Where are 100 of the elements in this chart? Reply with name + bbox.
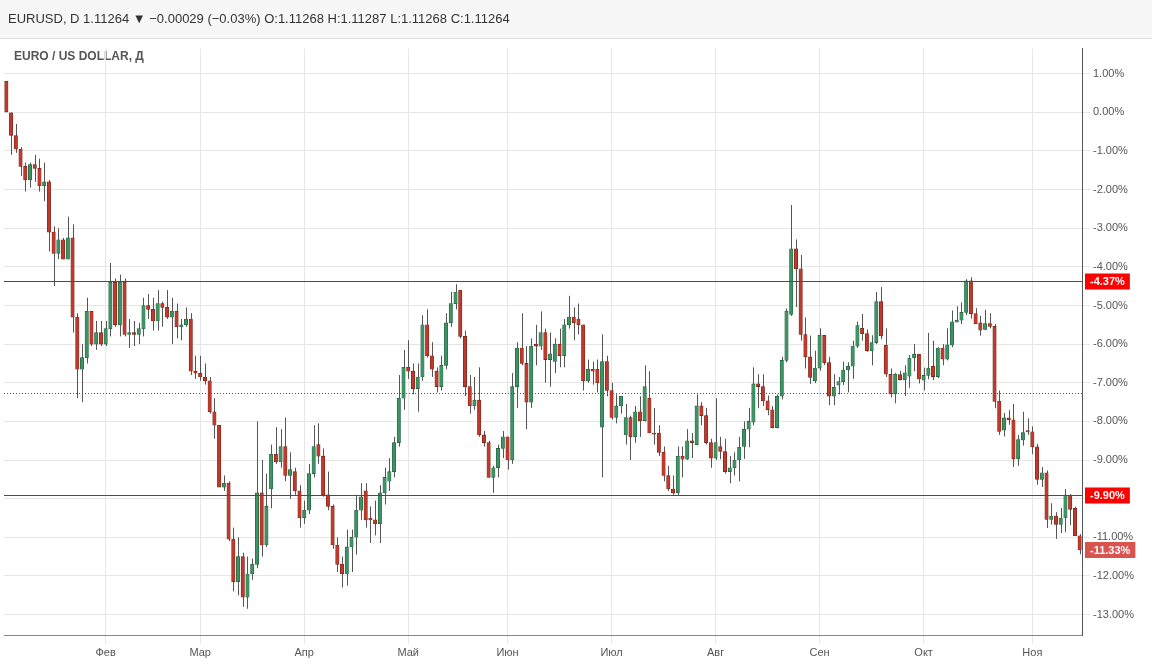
candlestick	[685, 428, 689, 461]
y-tick-label: -11.00%	[1093, 530, 1134, 543]
candlestick	[657, 424, 661, 457]
candlestick	[921, 367, 926, 391]
candlestick	[32, 154, 37, 183]
candlestick	[661, 446, 666, 482]
candlestick	[335, 536, 340, 573]
candlestick	[13, 123, 18, 154]
x-tick-label: Июн	[496, 646, 519, 659]
y-tick-label: 1.00%	[1093, 66, 1125, 79]
candlestick	[869, 334, 874, 366]
x-tick-label: Май	[397, 646, 420, 659]
y-tick-label: -9.00%	[1093, 453, 1129, 466]
candlestick	[500, 430, 505, 459]
candlestick	[831, 373, 836, 406]
candlestick	[472, 376, 477, 411]
candlestick	[9, 111, 14, 156]
candlestick	[552, 337, 557, 374]
candlestick	[666, 465, 671, 492]
candlestick	[98, 320, 103, 347]
x-tick-label: Апр	[294, 646, 314, 659]
candlestick	[585, 359, 590, 384]
candlestick	[628, 415, 633, 461]
candlestick	[941, 343, 944, 366]
candlestick	[415, 362, 420, 413]
y-tick-label: -2.00%	[1093, 182, 1129, 195]
candlestick	[912, 343, 917, 372]
y-tick-label: -3.00%	[1093, 221, 1129, 234]
x-tick-label: Фев	[95, 646, 116, 659]
candlestick	[727, 455, 732, 484]
candlestick	[1064, 488, 1067, 533]
candlestick	[373, 500, 378, 536]
candlestick	[273, 426, 278, 465]
candlestick	[387, 457, 392, 492]
candlestick	[169, 297, 174, 345]
candlestick	[160, 301, 165, 328]
candlestick	[146, 293, 151, 320]
y-tick-label: 0.00%	[1093, 105, 1125, 118]
y-tick-label: -1.00%	[1093, 144, 1129, 156]
candlestick	[708, 438, 713, 469]
candlestick	[699, 401, 704, 426]
candlestick	[325, 471, 330, 511]
candlestick	[1049, 502, 1054, 526]
candlestick	[808, 335, 812, 385]
candlestick	[713, 397, 718, 461]
candlestick	[350, 529, 353, 573]
candlestick	[368, 505, 373, 544]
candlestick	[42, 162, 47, 202]
candlestick	[680, 446, 685, 478]
candlestick	[141, 297, 146, 337]
y-tick-label: -8.00%	[1093, 414, 1129, 427]
x-tick-label: Ноя	[1022, 646, 1043, 659]
candlestick	[198, 355, 203, 382]
candlestick	[155, 289, 160, 332]
candlestick	[496, 444, 501, 478]
chart-subtitle: EURUSD, D 1.11264 ▼ −0.00029 (−0.03%) O:1.11268 H:1.11287 L:1.11268 C:1.11264	[0, 0, 1152, 39]
candlestick	[576, 303, 581, 335]
candlestick	[37, 158, 42, 193]
candlestick	[737, 436, 742, 482]
candlestick	[623, 403, 628, 446]
candlestick	[448, 291, 453, 328]
candlestick	[1016, 434, 1021, 467]
candlestick	[66, 216, 70, 260]
candlestick	[908, 354, 911, 389]
x-tick-label: Июл	[600, 646, 623, 659]
candlestick	[491, 465, 496, 494]
candlestick	[23, 162, 28, 193]
candlestick	[18, 146, 23, 177]
candlestick	[467, 374, 472, 415]
candlestick	[718, 436, 723, 460]
x-tick-label: Авг	[706, 646, 725, 659]
y-tick-label: -7.00%	[1093, 375, 1129, 388]
candlestick	[193, 355, 198, 380]
candlestick	[803, 316, 808, 369]
candlestick	[595, 359, 599, 393]
candlestick	[733, 451, 736, 476]
candlestick	[1058, 507, 1063, 534]
candlestick	[293, 467, 297, 496]
candlestick	[756, 373, 761, 409]
candlestick	[250, 558, 255, 581]
candlestick	[864, 328, 869, 353]
candlestick	[637, 395, 642, 438]
candlestick	[812, 350, 817, 384]
candlestick	[52, 225, 56, 287]
candlestick	[855, 321, 860, 349]
candlestick	[103, 320, 108, 347]
candlestick	[926, 332, 931, 380]
candlestick	[429, 341, 434, 378]
candlestick	[406, 339, 411, 380]
candlestick	[889, 367, 892, 398]
candlestick	[136, 322, 141, 345]
candlestick	[571, 306, 576, 341]
candlestick	[893, 372, 898, 404]
candlestick	[212, 397, 216, 440]
candlestick	[766, 395, 770, 416]
candlestick	[1039, 466, 1044, 488]
candlestick	[439, 355, 444, 391]
x-tick-label: Сен	[809, 646, 830, 659]
candlestick	[316, 422, 321, 465]
candlestick	[614, 393, 619, 424]
